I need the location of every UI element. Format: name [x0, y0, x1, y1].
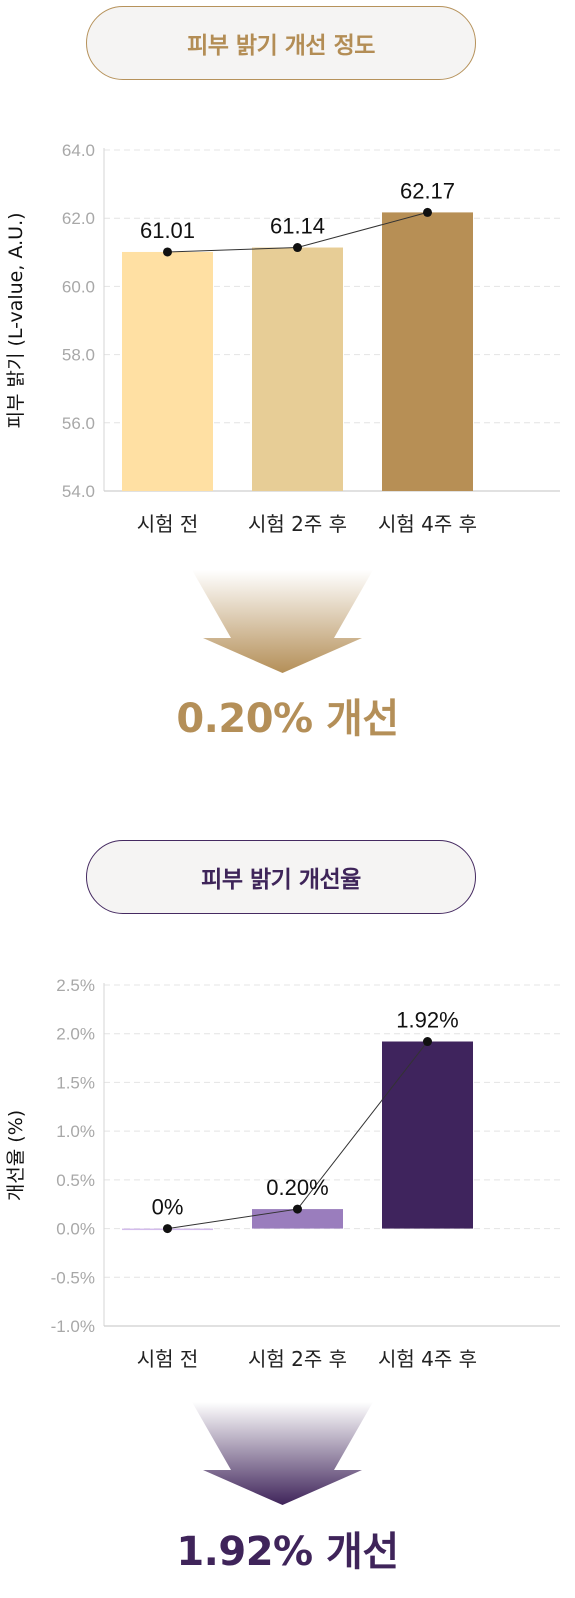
- section-title-rate: 피부 밝기 개선율: [201, 860, 361, 894]
- result-rate: 1.92% 개선: [0, 1519, 575, 1577]
- y-tick-label: 54.0: [62, 482, 95, 501]
- data-label: 0%: [152, 1195, 184, 1220]
- down-arrow-icon: [190, 570, 375, 675]
- x-tick-label: 시험 2주 후: [248, 512, 347, 536]
- y-axis-label: 개선율 (%): [5, 1110, 27, 1201]
- x-tick-label: 시험 4주 후: [378, 1347, 477, 1371]
- y-tick-label: 0.0%: [56, 1220, 95, 1239]
- improvement-rate-bar-chart: -1.0% -0.5% 0.0% 0.5% 1.0% 1.5% 2.0% 2.5% 개선율 (%…: [0, 965, 575, 1385]
- y-tick-label: 58.0: [62, 346, 95, 365]
- data-point: [293, 243, 302, 252]
- y-tick-label: 64.0: [62, 141, 95, 160]
- down-arrow-icon: [190, 1402, 375, 1507]
- data-label: 62.17: [400, 178, 455, 203]
- y-tick-label: 60.0: [62, 277, 95, 296]
- y-axis-label: 피부 밝기 (L-value, A.U.): [5, 212, 27, 428]
- y-tick-label: 56.0: [62, 414, 95, 433]
- x-tick-label: 시험 4주 후: [378, 512, 477, 536]
- y-tick-label: 62.0: [62, 209, 95, 228]
- bar: [382, 212, 473, 491]
- data-label: 1.92%: [396, 1008, 458, 1033]
- y-tick-label: -1.0%: [51, 1317, 95, 1336]
- data-label: 0.20%: [266, 1175, 328, 1200]
- brightness-bar-chart: 54.0 56.0 58.0 60.0 62.0 64.0 피부 밝기 (L-value, …: [0, 130, 575, 550]
- y-tick-label: -0.5%: [51, 1268, 95, 1287]
- section-title-pill-brightness: 피부 밝기 개선 정도: [86, 6, 476, 80]
- section-title-brightness: 피부 밝기 개선 정도: [187, 26, 375, 60]
- y-tick-label: 2.5%: [56, 976, 95, 995]
- bar: [382, 1042, 473, 1229]
- y-tick-label: 0.5%: [56, 1171, 95, 1190]
- y-tick-label: 1.0%: [56, 1122, 95, 1141]
- y-tick-label: 2.0%: [56, 1025, 95, 1044]
- bar: [122, 252, 213, 491]
- data-point: [423, 1037, 432, 1046]
- x-tick-label: 시험 전: [137, 1347, 199, 1371]
- data-point: [163, 1224, 172, 1233]
- data-point: [293, 1205, 302, 1214]
- data-point: [163, 247, 172, 256]
- x-tick-label: 시험 전: [137, 512, 199, 536]
- data-label: 61.01: [140, 218, 195, 243]
- bar: [252, 248, 343, 491]
- x-tick-label: 시험 2주 후: [248, 1347, 347, 1371]
- data-point: [423, 208, 432, 217]
- result-brightness: 0.20% 개선: [0, 686, 575, 744]
- y-tick-label: 1.5%: [56, 1073, 95, 1092]
- section-title-pill-rate: 피부 밝기 개선율: [86, 840, 476, 914]
- data-label: 61.14: [270, 214, 325, 239]
